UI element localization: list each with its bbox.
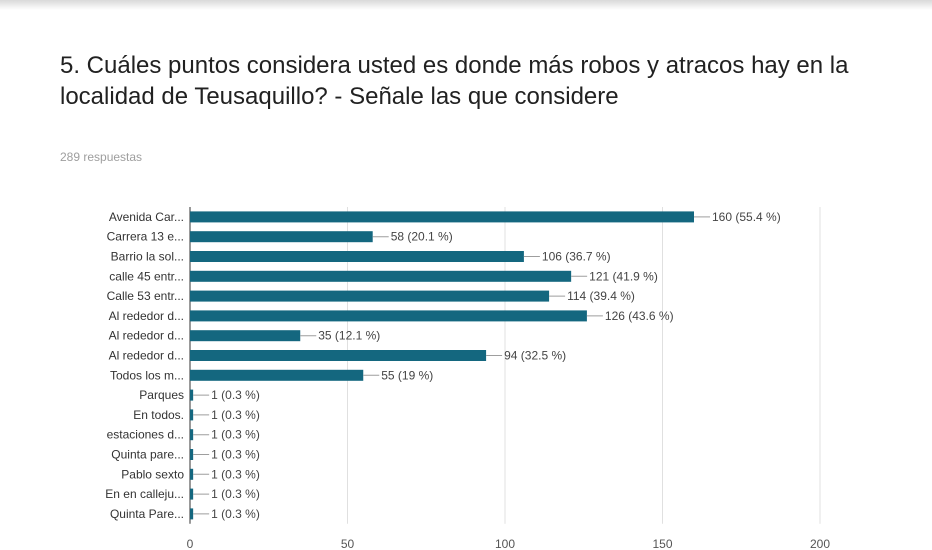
bar	[190, 290, 550, 302]
category-label: Barrio la sol...	[111, 250, 184, 264]
data-label: 35 (12.1 %)	[318, 329, 380, 343]
bar	[190, 231, 373, 243]
data-label: 58 (20.1 %)	[391, 230, 453, 244]
bar	[190, 429, 194, 441]
category-label: Pablo sexto	[121, 467, 184, 481]
data-label: 55 (19 %)	[381, 368, 433, 382]
category-label: Carrera 13 e...	[107, 230, 184, 244]
category-label: Avenida Car...	[109, 210, 184, 224]
bar	[190, 508, 194, 520]
bar	[190, 488, 194, 500]
category-label: Al rededor d...	[109, 309, 184, 323]
data-label: 1 (0.3 %)	[211, 487, 260, 501]
response-count: 289 respuestas	[60, 150, 143, 164]
data-label: 94 (32.5 %)	[504, 349, 566, 363]
question-title: 5. Cuáles puntos considera usted es dond…	[60, 52, 849, 110]
x-tick-label: 200	[810, 537, 830, 550]
category-label: En en calleju...	[105, 487, 184, 501]
category-label: Parques	[139, 388, 184, 402]
data-label: 1 (0.3 %)	[211, 428, 260, 442]
bar	[190, 389, 194, 401]
category-label: Todos los m...	[110, 368, 184, 382]
data-label: 1 (0.3 %)	[211, 408, 260, 422]
category-label: Quinta pare...	[111, 448, 184, 462]
data-label: 160 (55.4 %)	[712, 210, 781, 224]
x-tick-label: 100	[495, 537, 515, 550]
data-label: 1 (0.3 %)	[211, 467, 260, 481]
x-tick-label: 50	[341, 537, 355, 550]
bar	[190, 409, 194, 421]
category-label: Quinta Pare...	[110, 507, 184, 521]
category-label: Calle 53 entr...	[107, 289, 184, 303]
bar	[190, 251, 524, 262]
category-label: En todos.	[133, 408, 184, 422]
data-label: 114 (39.4 %)	[567, 289, 635, 303]
top-shadow	[0, 0, 932, 10]
x-tick-label: 150	[652, 537, 672, 550]
bar	[190, 211, 694, 223]
data-label: 106 (36.7 %)	[542, 250, 611, 264]
data-label: 1 (0.3 %)	[211, 507, 260, 521]
bar	[190, 369, 364, 381]
data-label: 1 (0.3 %)	[211, 448, 260, 462]
data-label: 121 (41.9 %)	[589, 269, 658, 283]
data-label: 1 (0.3 %)	[211, 388, 260, 402]
bar	[190, 310, 587, 322]
data-label: 126 (43.6 %)	[605, 309, 674, 323]
category-label: estaciones d...	[107, 428, 184, 442]
bar	[190, 468, 194, 480]
bar	[190, 350, 487, 361]
category-label: calle 45 entr...	[109, 269, 184, 283]
x-tick-label: 0	[187, 537, 194, 550]
category-label: Al rededor d...	[109, 329, 184, 343]
category-label: Al rededor d...	[109, 349, 184, 363]
bar	[190, 449, 194, 460]
bar	[190, 330, 301, 342]
bar	[190, 270, 572, 282]
